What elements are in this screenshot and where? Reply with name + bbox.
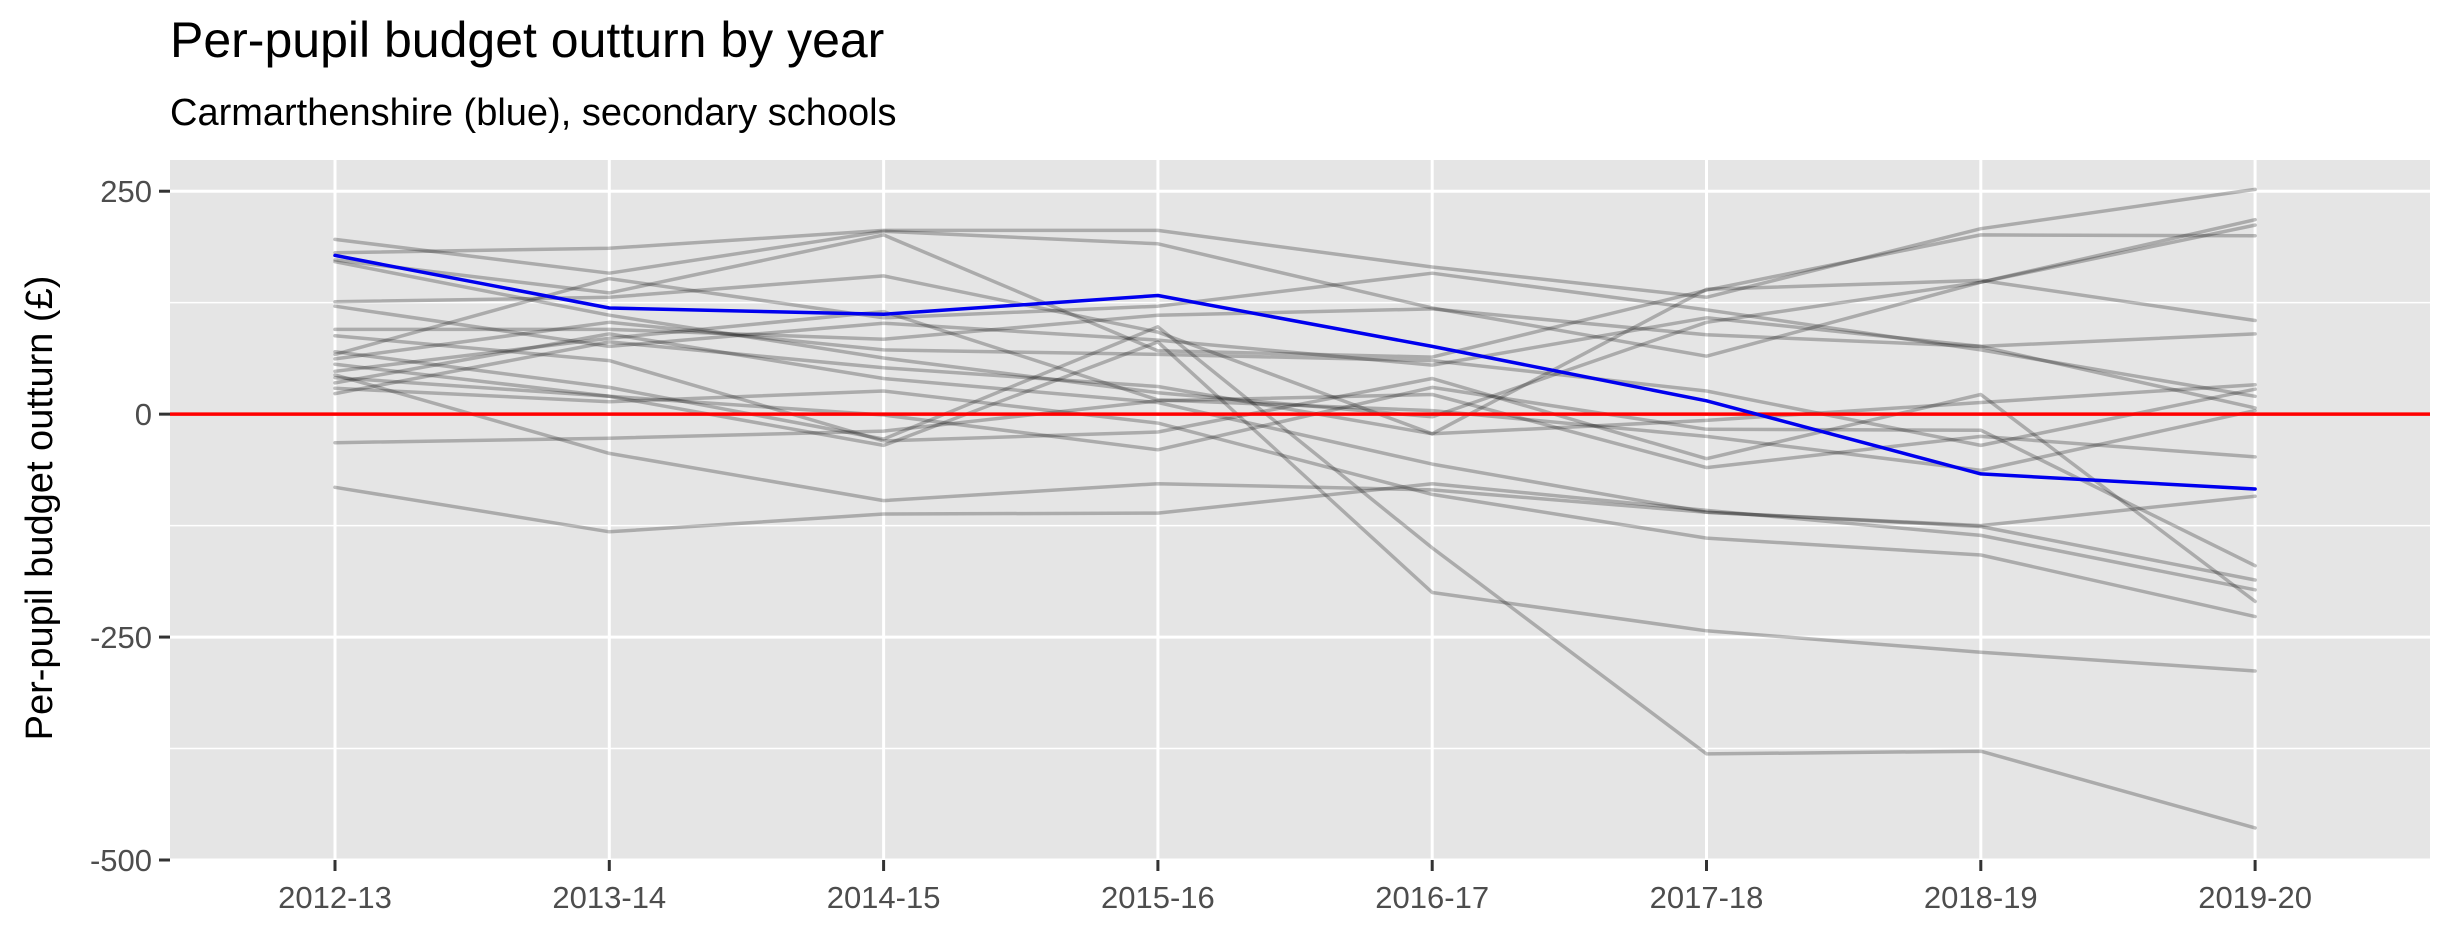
y-tick-label: -250 <box>90 620 152 655</box>
school-series-line-12 <box>333 340 2257 673</box>
school-series-line-13 <box>333 332 2257 528</box>
plot-panel <box>170 160 2430 860</box>
school-series-line-2 <box>333 187 2257 300</box>
chart-title: Per-pupil budget outturn by year <box>170 12 884 68</box>
x-tick-label: 2018-19 <box>1924 880 2038 915</box>
x-tick-label: 2015-16 <box>1101 880 1215 915</box>
school-series-line-15 <box>333 392 2257 470</box>
highlight-series-layer <box>333 253 2257 491</box>
school-series-line-8 <box>333 271 2257 399</box>
y-axis-label: Per-pupil budget outturn (£) <box>19 276 61 741</box>
school-series-line-4 <box>333 223 2257 419</box>
x-tick-label: 2016-17 <box>1375 880 1489 915</box>
carmarthenshire-series-line <box>333 253 2257 491</box>
school-series-line-5 <box>333 274 2257 436</box>
axes: 250 0 -250 -500 2012-13 2013-14 2014-15 2015-16… <box>90 174 2312 915</box>
school-series-line-3 <box>333 233 2257 359</box>
school-series-line-10 <box>333 362 2257 568</box>
school-series-line-14 <box>333 386 2257 619</box>
school-series-line-7 <box>333 307 2257 349</box>
x-tick-label: 2013-14 <box>552 880 666 915</box>
school-series-line-19 <box>333 325 2257 830</box>
school-series-line-20 <box>333 333 2257 604</box>
school-series-lines <box>333 187 2257 830</box>
school-series-line-1 <box>333 217 2257 358</box>
school-series-line-18 <box>333 340 2257 436</box>
y-tick-label: 250 <box>100 174 152 209</box>
minor-gridlines <box>170 301 2430 750</box>
x-tick-label: 2017-18 <box>1650 880 1764 915</box>
school-series-line-16 <box>333 481 2257 592</box>
school-series-line-9 <box>333 320 2257 448</box>
x-tick-label: 2014-15 <box>827 880 941 915</box>
school-series-line-6 <box>333 304 2257 410</box>
y-tick-label: -500 <box>90 843 152 878</box>
x-tick-label: 2012-13 <box>278 880 392 915</box>
chart-subtitle: Carmarthenshire (blue), secondary school… <box>170 92 897 134</box>
x-tick-label: 2019-20 <box>2198 880 2312 915</box>
y-tick-label: 0 <box>135 397 152 432</box>
school-series-line-11 <box>333 309 2257 473</box>
school-series-line-17 <box>333 373 2257 582</box>
